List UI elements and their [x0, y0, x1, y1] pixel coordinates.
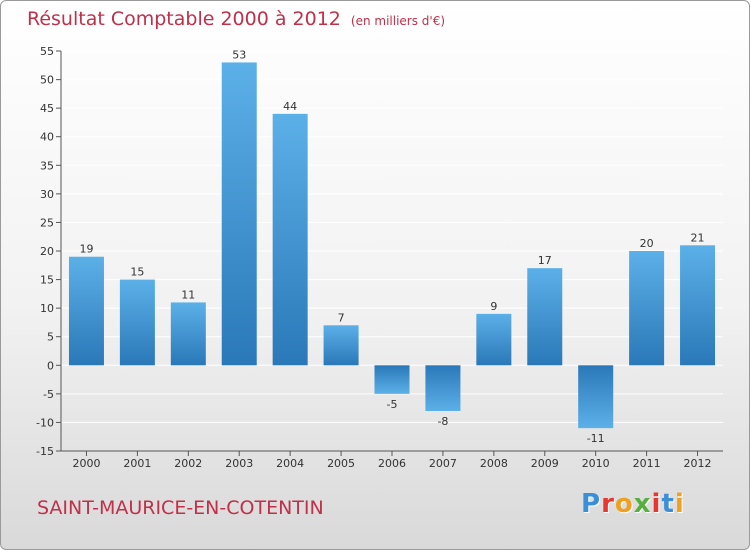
data-label-2009: 17 — [538, 254, 552, 267]
x-tick-label-2006: 2006 — [378, 457, 406, 470]
y-tick-label: 10 — [40, 302, 54, 315]
y-tick-label: 25 — [40, 216, 54, 229]
chart-subtitle: (en milliers d'€) — [350, 14, 446, 28]
y-tick-label: -15 — [36, 445, 54, 458]
commune-name: SAINT-MAURICE-EN-COTENTIN — [37, 497, 324, 519]
bar-2001 — [119, 279, 155, 366]
chart-title-text: Résultat Comptable 2000 à 2012 — [27, 8, 341, 30]
y-tick-label: 45 — [40, 102, 54, 115]
bar-2005 — [323, 325, 359, 366]
y-tick-label: 20 — [40, 245, 54, 258]
y-tick-label: 40 — [40, 131, 54, 144]
x-tick-label-2012: 2012 — [684, 457, 712, 470]
data-label-2012: 21 — [691, 231, 705, 244]
data-label-2011: 20 — [640, 237, 654, 250]
logo-letter: i — [651, 489, 662, 519]
x-tick-label-2001: 2001 — [123, 457, 151, 470]
x-tick-label-2000: 2000 — [72, 457, 100, 470]
y-tick-label: -10 — [36, 416, 54, 429]
logo-letter: r — [601, 489, 615, 519]
bar-2006 — [374, 365, 410, 394]
bar-2004 — [272, 113, 308, 366]
bar-2012 — [680, 245, 716, 366]
y-tick-label: 55 — [40, 45, 54, 58]
data-label-2005: 7 — [338, 311, 345, 324]
data-label-2004: 44 — [283, 100, 297, 113]
data-label-2003: 53 — [232, 48, 246, 61]
bar-2000 — [68, 256, 104, 366]
data-label-2002: 11 — [181, 288, 195, 301]
labels: -15 -10 -5 0 5 10 15 20 25 30 35 40 45 50 55 19 2000 15 20… — [36, 45, 712, 470]
x-tick-label-2010: 2010 — [582, 457, 610, 470]
data-label-2008: 9 — [490, 300, 497, 313]
x-tick-label-2004: 2004 — [276, 457, 304, 470]
x-tick-label-2009: 2009 — [531, 457, 559, 470]
bar-2009 — [527, 268, 563, 366]
logo-letter: P — [581, 489, 602, 519]
proxiti-logo: Proxiti — [581, 489, 685, 519]
x-tick-label-2002: 2002 — [174, 457, 202, 470]
y-tick-label: -5 — [43, 388, 54, 401]
logo-letter: i — [674, 489, 685, 519]
data-label-2001: 15 — [130, 266, 144, 279]
logo-letter: o — [614, 489, 634, 519]
bar-2011 — [629, 251, 665, 366]
bar-2007 — [425, 365, 461, 411]
logo-letter: t — [661, 489, 675, 519]
x-tick-label-2003: 2003 — [225, 457, 253, 470]
data-label-2000: 19 — [79, 243, 93, 256]
y-tick-label: 50 — [40, 74, 54, 87]
y-tick-label: 0 — [47, 359, 54, 372]
bars — [68, 62, 716, 429]
data-label-2006: -5 — [387, 398, 398, 411]
chart-title: Résultat Comptable 2000 à 2012 (en millie… — [27, 8, 445, 30]
axes — [56, 50, 723, 456]
x-tick-label-2005: 2005 — [327, 457, 355, 470]
data-label-2007: -8 — [437, 415, 448, 428]
x-tick-label-2007: 2007 — [429, 457, 457, 470]
bar-2010 — [578, 365, 614, 429]
y-tick-label: 35 — [40, 159, 54, 172]
y-tick-label: 30 — [40, 188, 54, 201]
bar-2003 — [221, 62, 257, 366]
y-tick-label: 15 — [40, 274, 54, 287]
bar-2002 — [170, 302, 206, 366]
x-tick-label-2011: 2011 — [633, 457, 661, 470]
bar-2008 — [476, 313, 512, 366]
y-tick-label: 5 — [47, 331, 54, 344]
data-label-2010: -11 — [587, 432, 605, 445]
x-tick-label-2008: 2008 — [480, 457, 508, 470]
logo-letter: x — [633, 489, 652, 519]
